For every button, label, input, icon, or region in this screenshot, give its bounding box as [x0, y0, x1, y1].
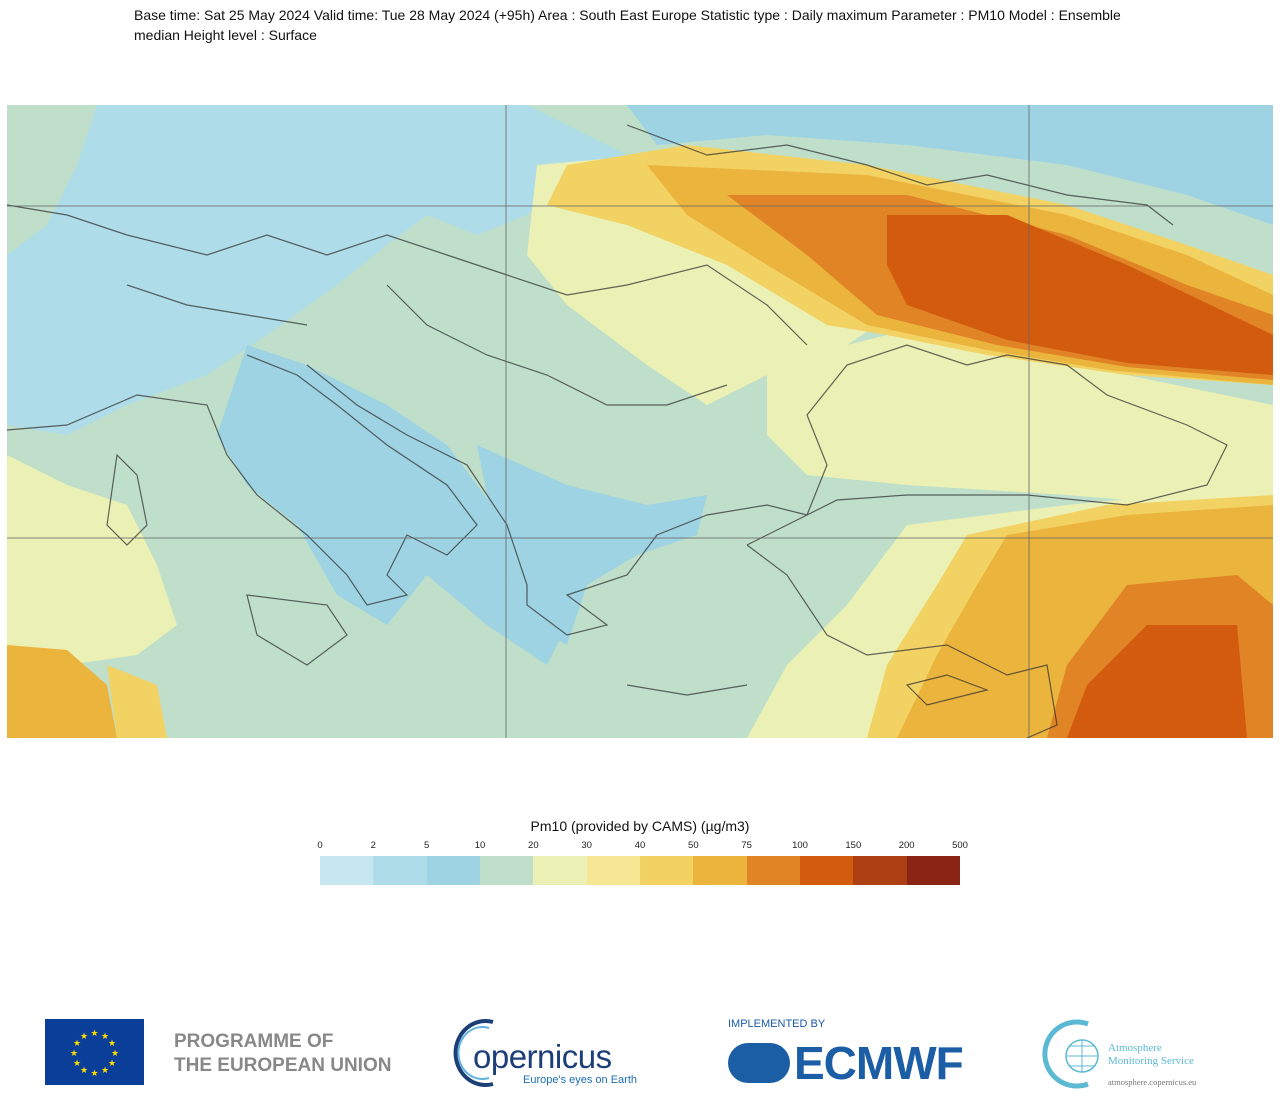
svg-text:★: ★	[101, 1031, 109, 1041]
legend-tick-label: 0	[317, 840, 323, 851]
svg-text:★: ★	[80, 1031, 88, 1041]
svg-text:★: ★	[73, 1038, 81, 1048]
eu-stars-icon: ★ ★★★ ★★★★ ★★★★	[70, 1028, 119, 1078]
legend-swatch	[799, 856, 854, 885]
svg-text:★: ★	[111, 1048, 119, 1058]
field-100-150-north	[887, 215, 1273, 375]
implemented-by-label: IMPLEMENTED BY	[728, 1018, 826, 1030]
legend-swatch	[906, 856, 960, 885]
ams-line-2: Monitoring Service	[1108, 1055, 1194, 1067]
legend-tick-label: 40	[634, 840, 646, 851]
ecmwf-waves-icon	[728, 1043, 790, 1083]
svg-text:★: ★	[108, 1058, 116, 1068]
ams-name: Atmosphere Monitoring Service	[1108, 1042, 1194, 1068]
ams-globe-icon	[1042, 1019, 1099, 1089]
field-5-10-greece	[477, 445, 707, 645]
legend-tick-label: 500	[952, 840, 968, 851]
field-5-10-ne	[627, 105, 1273, 225]
field-5-10-north	[7, 105, 627, 435]
legend-swatch	[479, 856, 534, 885]
legend-swatch	[426, 856, 480, 885]
legend-tick-label: 30	[581, 840, 592, 851]
legend-tick-label: 50	[688, 840, 699, 851]
coastlines	[7, 124, 1228, 738]
legend-tick-label: 5	[424, 840, 430, 851]
copernicus-logo: opernicus Europe's eyes on Earth	[445, 1018, 645, 1090]
legend-swatch	[373, 856, 427, 885]
legend-swatch	[533, 856, 587, 885]
svg-text:★: ★	[80, 1065, 88, 1075]
legend-swatch	[639, 856, 694, 885]
ams-logo: Atmosphere Monitoring Service atmosphere…	[1042, 1018, 1222, 1090]
svg-text:★: ★	[101, 1065, 109, 1075]
legend-tick-label: 10	[474, 840, 486, 851]
eu-programme-text: PROGRAMME OF THE EUROPEAN UNION	[174, 1030, 391, 1078]
legend-tick-label: 20	[528, 840, 539, 851]
svg-text:★: ★	[108, 1038, 116, 1048]
ams-line-1: Atmosphere	[1108, 1042, 1162, 1054]
field-100-150-south	[1067, 625, 1247, 738]
legend-colorbar	[320, 856, 960, 885]
legend-swatch	[853, 856, 907, 885]
svg-text:★: ★	[90, 1068, 98, 1078]
graticule	[7, 105, 1273, 738]
legend-tick-label: 100	[792, 840, 808, 851]
pm10-map	[7, 105, 1273, 738]
legend-title: Pm10 (provided by CAMS) (µg/m3)	[530, 818, 750, 834]
legend-swatch	[746, 856, 800, 885]
copernicus-wordmark: opernicus	[473, 1038, 612, 1075]
legend-swatch	[320, 856, 374, 885]
legend-tick-label: 150	[845, 840, 862, 851]
svg-text:★: ★	[90, 1028, 98, 1038]
ams-url: atmosphere.copernicus.eu	[1108, 1077, 1197, 1087]
ecmwf-wordmark: ECMWF	[794, 1037, 964, 1089]
svg-text:★: ★	[70, 1048, 78, 1058]
legend-tick-label: 75	[741, 840, 752, 851]
map-title: Base time: Sat 25 May 2024 Valid time: T…	[134, 7, 1121, 43]
field-sw-orange	[7, 645, 117, 738]
copernicus-tagline: Europe's eyes on Earth	[523, 1074, 638, 1086]
legend-ticks: 0 2 5 10 20 30 40 50 75 100 150 200 500	[317, 840, 968, 852]
legend-swatch	[586, 856, 640, 885]
legend-tick-label: 2	[370, 840, 376, 851]
copernicus-c-icon	[453, 1019, 494, 1087]
eu-flag-logo: ★ ★ ★ ★ ★ ★ ★ ★ ★ ★ ★ ★	[45, 1019, 144, 1085]
legend-tick-label: 200	[898, 840, 915, 851]
eu-line-2: THE EUROPEAN UNION	[174, 1055, 392, 1076]
field-sw-yellow	[107, 665, 167, 738]
field-20-30-west	[7, 455, 177, 665]
field-5-10-italy	[217, 345, 567, 665]
ecmwf-logo: ECMWF	[728, 1036, 964, 1090]
eu-line-1: PROGRAMME OF	[174, 1031, 334, 1052]
field-20-30-blacksea	[767, 335, 1273, 505]
legend-swatch	[693, 856, 747, 885]
svg-text:★: ★	[73, 1058, 81, 1068]
